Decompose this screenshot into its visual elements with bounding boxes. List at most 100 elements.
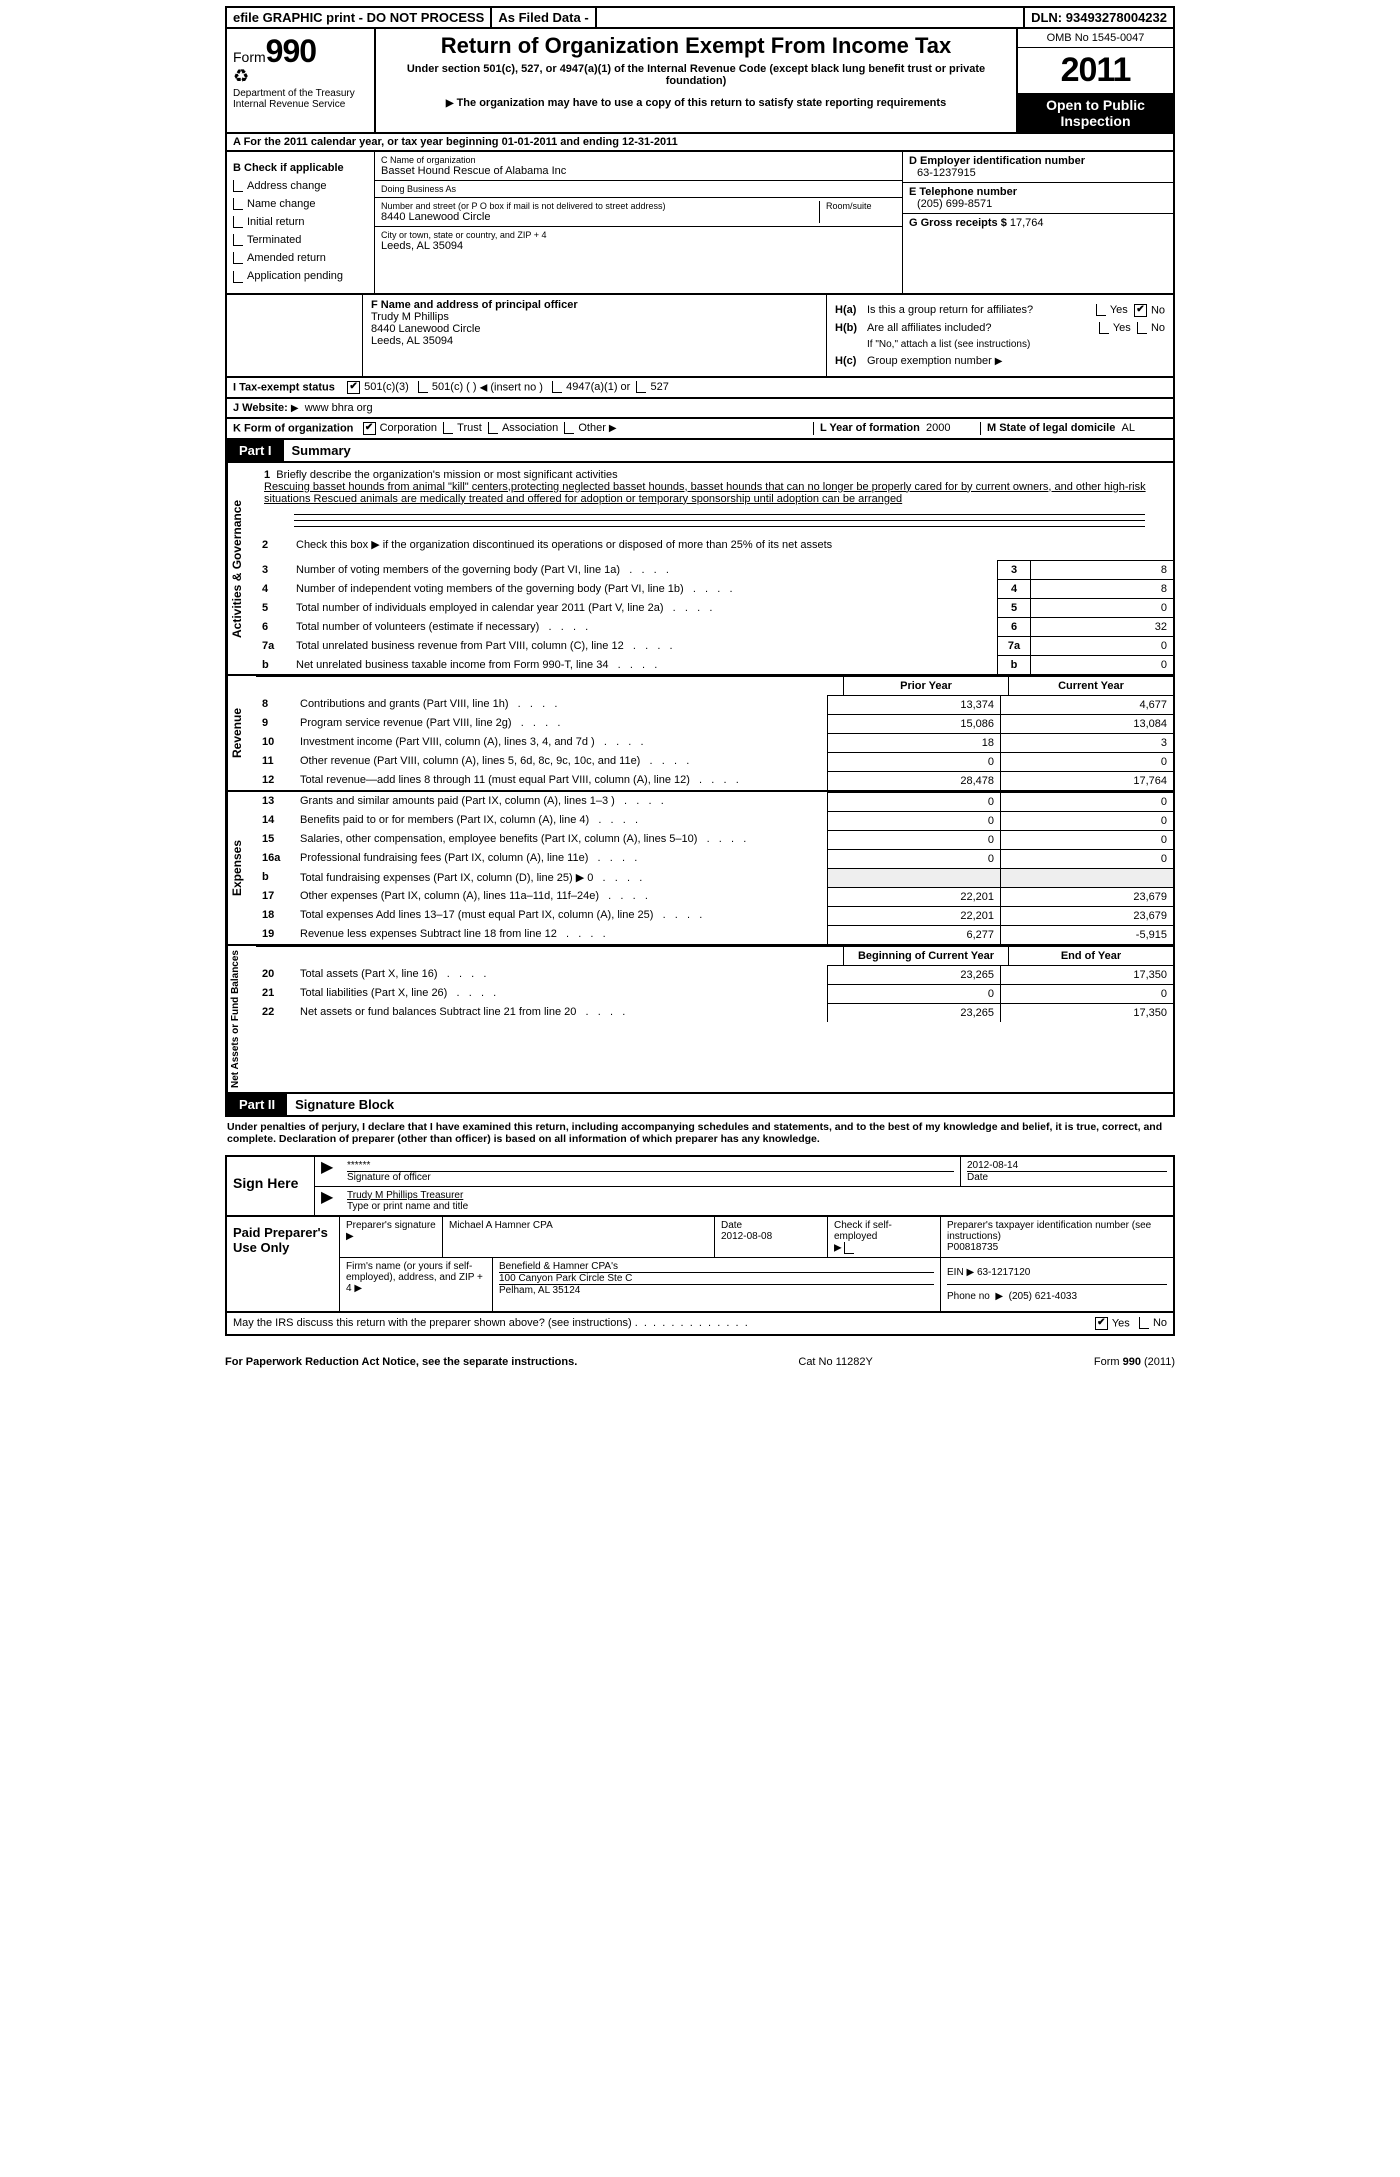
summary-line-7a: 7aTotal unrelated business revenue from … bbox=[256, 636, 1173, 655]
tax-year: 2011 bbox=[1018, 48, 1173, 94]
form-note: ▶ The organization may have to use a cop… bbox=[384, 97, 1008, 109]
prep-date: 2012-08-08 bbox=[721, 1231, 821, 1242]
mission-blank-line2 bbox=[294, 519, 1145, 521]
summary-line-b: bNet unrelated business taxable income f… bbox=[256, 655, 1173, 674]
discuss-no[interactable]: No bbox=[1139, 1317, 1167, 1330]
row-k-form-org: K Form of organization ✔Corporation Trus… bbox=[225, 419, 1175, 440]
vtab-expenses: Expenses bbox=[227, 792, 256, 944]
cell-street: Number and street (or P O box if mail is… bbox=[375, 198, 902, 227]
hb-no[interactable]: No bbox=[1137, 322, 1165, 334]
ha-yes[interactable]: Yes bbox=[1096, 304, 1128, 317]
section-fh: F Name and address of principal officer … bbox=[225, 295, 1175, 378]
cb-4947[interactable]: 4947(a)(1) or bbox=[552, 381, 630, 393]
gross-value: 17,764 bbox=[1010, 217, 1044, 229]
form-number: Form990 bbox=[233, 33, 368, 70]
section-activities-governance: Activities & Governance 1 Briefly descri… bbox=[225, 463, 1175, 676]
cb-application-pending[interactable]: Application pending bbox=[233, 270, 368, 282]
cb-other[interactable]: Other ▶ bbox=[564, 422, 616, 434]
footer-left: For Paperwork Reduction Act Notice, see … bbox=[225, 1356, 577, 1368]
discuss-text: May the IRS discuss this return with the… bbox=[233, 1317, 632, 1329]
mission-text: Rescuing basset hounds from animal "kill… bbox=[264, 481, 1146, 505]
ha-no[interactable]: ✔No bbox=[1134, 304, 1165, 317]
summary-line-6: 6Total number of volunteers (estimate if… bbox=[256, 617, 1173, 636]
cb-trust[interactable]: Trust bbox=[443, 422, 482, 434]
hb-yes[interactable]: Yes bbox=[1099, 322, 1131, 334]
arrow-icon: ▶ bbox=[315, 1187, 341, 1215]
section-revenue: Revenue Prior Year Current Year 8Contrib… bbox=[225, 676, 1175, 792]
website-label: J Website: bbox=[233, 402, 288, 414]
cell-dba: Doing Business As bbox=[375, 181, 902, 198]
col-end-year: End of Year bbox=[1008, 946, 1173, 965]
cb-address-change[interactable]: Address change bbox=[233, 180, 368, 192]
section-net-assets: Net Assets or Fund Balances Beginning of… bbox=[225, 946, 1175, 1094]
discuss-row: May the IRS discuss this return with the… bbox=[225, 1313, 1175, 1336]
city-value: Leeds, AL 35094 bbox=[381, 240, 896, 252]
cb-corporation[interactable]: ✔Corporation bbox=[363, 422, 437, 434]
row-a-tax-year: A For the 2011 calendar year, or tax yea… bbox=[225, 134, 1175, 152]
line-2-checkbox[interactable]: Check this box ▶ if the organization dis… bbox=[292, 535, 1173, 554]
officer-city: Leeds, AL 35094 bbox=[371, 335, 818, 347]
cb-initial-return[interactable]: Initial return bbox=[233, 216, 368, 228]
arrow-icon: ▶ bbox=[315, 1157, 341, 1186]
cell-telephone: E Telephone number (205) 699-8571 bbox=[903, 183, 1173, 214]
omb-number: OMB No 1545-0047 bbox=[1018, 29, 1173, 48]
row-i-tax-status: I Tax-exempt status ✔501(c)(3) 501(c) ( … bbox=[225, 378, 1175, 399]
line-11: 11Other revenue (Part VIII, column (A), … bbox=[256, 752, 1173, 771]
form-page: efile GRAPHIC print - DO NOT PROCESS As … bbox=[215, 0, 1185, 1398]
part-ii-header: Part II Signature Block bbox=[225, 1094, 1175, 1117]
footer-mid: Cat No 11282Y bbox=[798, 1356, 872, 1368]
cb-501c[interactable]: 501(c) ( ) bbox=[418, 381, 477, 393]
tel-label: E Telephone number bbox=[909, 186, 1167, 198]
perjury-statement: Under penalties of perjury, I declare th… bbox=[225, 1117, 1175, 1149]
cell-ein: D Employer identification number 63-1237… bbox=[903, 152, 1173, 183]
tax-status-label: I Tax-exempt status bbox=[233, 381, 335, 393]
officer-print-name: Trudy M Phillips Treasurer bbox=[347, 1190, 1167, 1201]
cb-amended-return[interactable]: Amended return bbox=[233, 252, 368, 264]
firm-name: Benefield & Hamner CPA's bbox=[499, 1261, 934, 1273]
vtab-net-assets: Net Assets or Fund Balances bbox=[227, 946, 256, 1092]
line-1-mission: 1 Briefly describe the organization's mi… bbox=[256, 463, 1173, 509]
ha-label: Is this a group return for affiliates? bbox=[867, 304, 1096, 317]
line-15: 15Salaries, other compensation, employee… bbox=[256, 830, 1173, 849]
state-domicile: M State of legal domicile AL bbox=[980, 422, 1167, 435]
cb-501c3[interactable]: ✔501(c)(3) bbox=[347, 381, 409, 393]
room-label: Room/suite bbox=[826, 201, 896, 211]
line-10: 10Investment income (Part VIII, column (… bbox=[256, 733, 1173, 752]
line-18: 18Total expenses Add lines 13–17 (must e… bbox=[256, 906, 1173, 925]
col-f-officer: F Name and address of principal officer … bbox=[363, 295, 827, 376]
mission-blank-line3 bbox=[294, 525, 1145, 527]
efile-notice: efile GRAPHIC print - DO NOT PROCESS bbox=[227, 8, 492, 27]
header-left: Form990 ♻ Department of the Treasury Int… bbox=[227, 29, 376, 132]
cb-terminated[interactable]: Terminated bbox=[233, 234, 368, 246]
prep-ein: 63-1217120 bbox=[977, 1267, 1030, 1278]
prep-sig-label: Preparer's signature bbox=[346, 1220, 436, 1231]
summary-line-4: 4Number of independent voting members of… bbox=[256, 579, 1173, 598]
mission-label: Briefly describe the organization's miss… bbox=[276, 469, 617, 481]
form-title: Return of Organization Exempt From Incom… bbox=[384, 33, 1008, 59]
ptin-label: Preparer's taxpayer identification numbe… bbox=[947, 1220, 1167, 1242]
sign-here-label: Sign Here bbox=[227, 1157, 315, 1215]
city-label: City or town, state or country, and ZIP … bbox=[381, 230, 896, 240]
insert-no: (insert no ) bbox=[490, 381, 543, 393]
line-8: 8Contributions and grants (Part VIII, li… bbox=[256, 695, 1173, 714]
prep-phone: (205) 621-4033 bbox=[1009, 1291, 1077, 1302]
part-i-header: Part I Summary bbox=[225, 440, 1175, 463]
top-bar: efile GRAPHIC print - DO NOT PROCESS As … bbox=[225, 6, 1175, 29]
ptin-value: P00818735 bbox=[947, 1242, 1167, 1253]
line-21: 21Total liabilities (Part X, line 26) . … bbox=[256, 984, 1173, 1003]
cb-name-change[interactable]: Name change bbox=[233, 198, 368, 210]
row-j-website: J Website: ▶ www bhra org bbox=[225, 399, 1175, 419]
cb-527[interactable]: 527 bbox=[636, 381, 668, 393]
officer-label: F Name and address of principal officer bbox=[371, 299, 818, 311]
revenue-head: Prior Year Current Year bbox=[256, 676, 1173, 695]
topbar-spacer bbox=[597, 8, 1025, 27]
discuss-yes[interactable]: ✔Yes bbox=[1095, 1317, 1130, 1330]
paid-preparer-block: Paid Preparer's Use Only Preparer's sign… bbox=[225, 1217, 1175, 1313]
firm-addr: 100 Canyon Park Circle Ste C bbox=[499, 1273, 934, 1285]
prep-ein-label: EIN bbox=[947, 1267, 964, 1278]
line-b: bTotal fundraising expenses (Part IX, co… bbox=[256, 868, 1173, 887]
col-h-group: H(a)Is this a group return for affiliate… bbox=[827, 295, 1173, 376]
page-footer: For Paperwork Reduction Act Notice, see … bbox=[225, 1356, 1175, 1368]
cb-association[interactable]: Association bbox=[488, 422, 558, 434]
summary-line-5: 5Total number of individuals employed in… bbox=[256, 598, 1173, 617]
